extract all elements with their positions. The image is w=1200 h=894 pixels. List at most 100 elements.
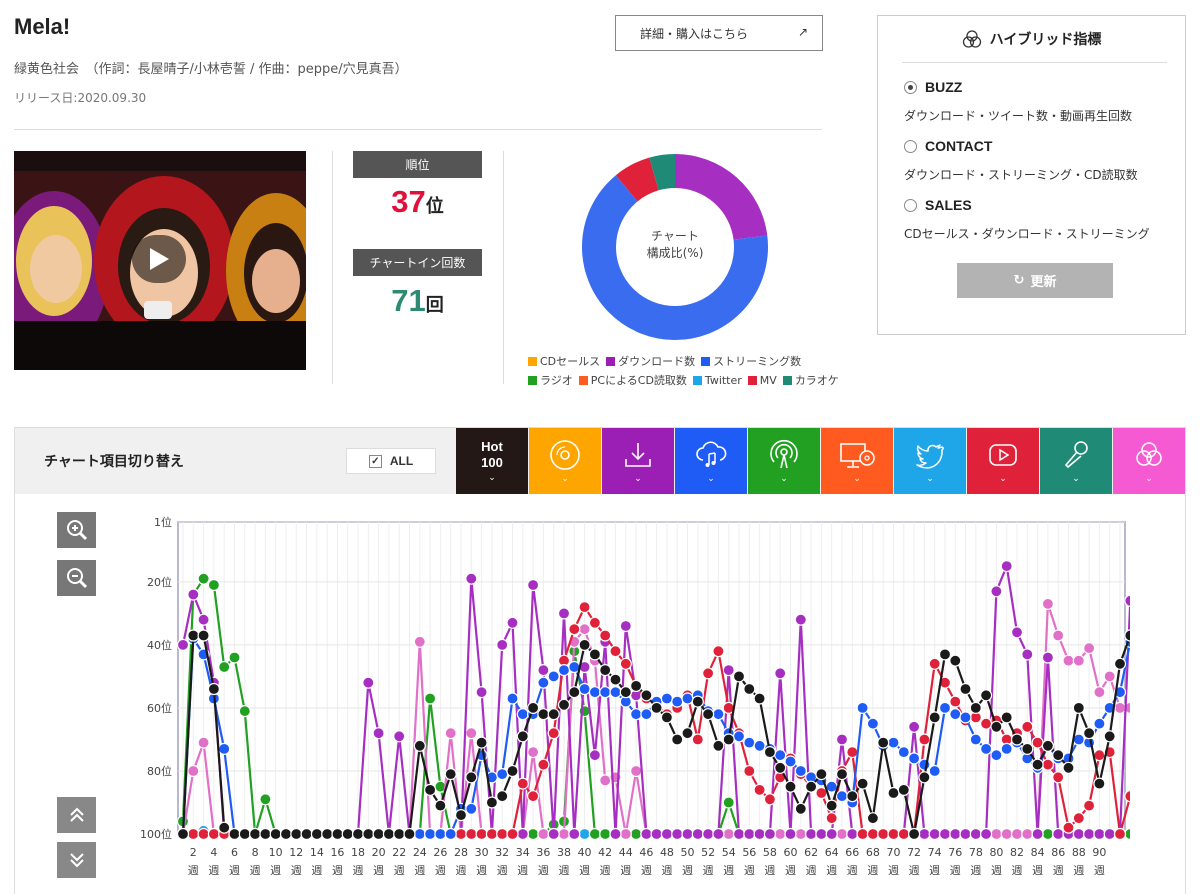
detail-purchase-button[interactable]: 詳細・購入はこちら ↗ <box>615 15 823 51</box>
radio-sales[interactable] <box>904 198 917 212</box>
radio-buzz[interactable] <box>904 80 917 94</box>
data-point-radio <box>424 692 437 705</box>
all-toggle[interactable]: ✓ ALL <box>346 448 436 474</box>
legend-label: カラオケ <box>794 374 839 387</box>
data-point-hot100 <box>557 698 571 711</box>
data-point-download <box>701 827 715 841</box>
scroll-up-button[interactable] <box>57 797 96 833</box>
zoom-out-button[interactable] <box>57 560 96 596</box>
category-cd[interactable]: ⌄ <box>529 428 601 494</box>
category-twitter[interactable]: ⌄ <box>894 428 966 494</box>
data-point-hot100 <box>1082 727 1096 740</box>
x-tick-unit: 週 <box>867 864 878 877</box>
arrow-icon: ↗ <box>797 25 808 39</box>
legend-swatch <box>692 375 702 385</box>
data-point-download <box>1093 827 1106 841</box>
data-point-streaming <box>712 708 725 721</box>
x-tick-label: 44 <box>619 846 633 859</box>
data-point-streaming <box>465 802 478 815</box>
radio-contact[interactable] <box>904 139 917 153</box>
refresh-button[interactable]: ↻ 更新 <box>957 263 1113 298</box>
chevron-down-icon: ⌄ <box>561 474 569 484</box>
data-point-pink <box>1093 686 1106 699</box>
option-buzz-desc: ダウンロード・ツイート数・動画再生回数 <box>904 109 1133 123</box>
twitter-icon <box>916 444 944 469</box>
data-point-mv <box>516 777 529 790</box>
all-checkbox[interactable]: ✓ <box>368 454 382 468</box>
data-point-hot100 <box>846 790 859 803</box>
donut-slice-3 <box>582 154 768 340</box>
video-thumbnail[interactable] <box>14 151 306 370</box>
category-pc-cd[interactable]: ⌄ <box>821 428 893 494</box>
x-tick-unit: 週 <box>229 864 240 877</box>
data-point-hot100 <box>743 682 756 696</box>
data-point-download <box>1052 827 1065 841</box>
data-point-pink <box>187 764 200 778</box>
x-tick-label: 74 <box>928 846 942 859</box>
category-hot100[interactable]: Hot 100 ⌄ <box>456 428 528 494</box>
data-point-streaming <box>640 708 653 721</box>
data-point-download <box>949 827 962 841</box>
category-download[interactable]: ⌄ <box>602 428 674 494</box>
data-point-download <box>650 827 663 841</box>
y-tick-label: 80位 <box>147 764 172 778</box>
data-point-streaming <box>1000 742 1013 755</box>
x-tick-unit: 週 <box>353 864 364 877</box>
data-point-download <box>774 667 787 680</box>
category-mv[interactable]: ⌄ <box>967 428 1039 494</box>
x-tick-label: 58 <box>763 846 777 859</box>
data-point-hot100 <box>949 654 962 667</box>
x-tick-label: 66 <box>845 846 859 859</box>
option-sales[interactable]: SALES <box>904 197 972 213</box>
hybrid-icon <box>962 30 981 48</box>
data-point-download <box>393 730 406 743</box>
category-streaming[interactable]: ⌄ <box>675 428 747 494</box>
x-tick-label: 40 <box>578 846 592 859</box>
option-buzz-label: BUZZ <box>925 79 963 95</box>
category-karaoke[interactable]: ⌄ <box>1040 428 1112 494</box>
x-tick-unit: 週 <box>579 864 590 877</box>
data-point-download <box>197 613 210 626</box>
x-tick-label: 64 <box>825 846 839 859</box>
detail-purchase-label: 詳細・購入はこちら <box>640 26 749 41</box>
data-point-mv <box>187 827 200 841</box>
data-point-hot100 <box>279 827 293 841</box>
data-point-streaming <box>856 701 869 714</box>
x-tick-unit: 週 <box>847 864 858 877</box>
data-point-hot100 <box>588 648 601 661</box>
data-point-download <box>640 827 653 841</box>
data-point-download <box>1072 827 1085 841</box>
data-point-download <box>557 607 571 620</box>
x-tick-unit: 週 <box>1094 864 1105 877</box>
data-point-hot100 <box>722 733 735 746</box>
data-point-streaming <box>949 708 962 721</box>
play-icon[interactable] <box>132 235 186 283</box>
data-point-download <box>187 588 200 601</box>
data-point-pink <box>1072 654 1085 667</box>
data-point-download <box>362 676 375 689</box>
legend-swatch <box>701 356 711 366</box>
data-point-mv <box>712 645 725 658</box>
data-point-radio <box>218 660 231 674</box>
rank-history-chart: 1位20位40位60位80位100位2週4週6週8週10週12週14週16週18… <box>140 515 1130 877</box>
hybrid-header: ハイブリッド指標 <box>878 16 1185 62</box>
option-contact[interactable]: CONTACT <box>904 138 992 154</box>
data-point-radio <box>1041 827 1055 841</box>
option-buzz[interactable]: BUZZ <box>904 79 962 95</box>
data-point-mv <box>568 623 581 636</box>
chevron-down-icon: ⌄ <box>1072 474 1080 484</box>
x-tick-unit: 週 <box>723 864 734 877</box>
x-tick-label: 38 <box>557 846 571 859</box>
data-point-streaming <box>743 736 756 749</box>
header-divider <box>14 129 822 130</box>
data-point-hot100 <box>650 701 663 714</box>
x-tick-unit: 週 <box>950 864 961 877</box>
category-radio[interactable]: ⌄ <box>748 428 820 494</box>
scroll-down-button[interactable] <box>57 842 96 878</box>
x-tick-unit: 週 <box>1012 864 1023 877</box>
x-tick-unit: 週 <box>517 864 528 877</box>
data-point-hot100 <box>691 695 704 708</box>
zoom-in-button[interactable] <box>57 512 96 548</box>
category-hybrid[interactable]: ⌄ <box>1113 428 1185 494</box>
data-point-download <box>712 827 725 841</box>
